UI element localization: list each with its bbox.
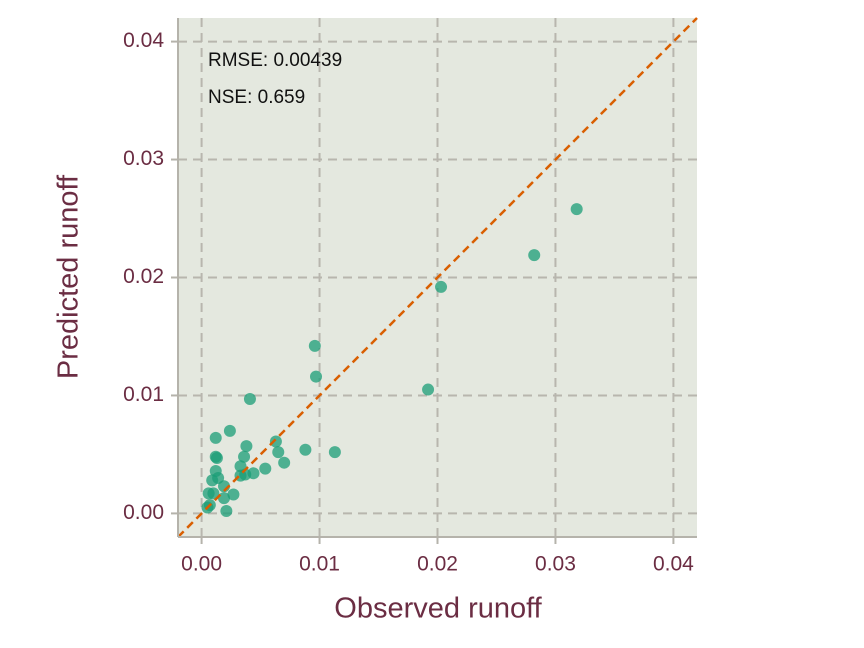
- point: [209, 431, 222, 444]
- marks: [177, 17, 698, 538]
- x-tick-label: 0.02: [417, 553, 458, 576]
- point: [308, 339, 321, 352]
- point: [243, 392, 256, 405]
- x-tick-label: 0.04: [653, 553, 694, 576]
- y-tick-label: 0.01: [123, 383, 164, 406]
- point: [328, 446, 341, 459]
- point: [528, 249, 541, 262]
- point: [299, 443, 312, 456]
- x-axis-label: Observed runoff: [334, 593, 542, 625]
- y-tick-label: 0.03: [123, 147, 164, 170]
- x-tick-label: 0.03: [535, 553, 576, 576]
- x-tick-label: 0.00: [181, 553, 222, 576]
- point: [278, 456, 291, 469]
- identity-line: [177, 17, 698, 538]
- point: [240, 440, 253, 453]
- point: [207, 487, 220, 500]
- y-tick-label: 0.00: [123, 501, 164, 524]
- point: [310, 370, 323, 383]
- point: [227, 488, 240, 501]
- annotation: NSE: 0.659: [208, 87, 305, 108]
- point: [223, 424, 236, 437]
- annotation: RMSE: 0.00439: [208, 50, 342, 71]
- point: [210, 451, 223, 464]
- point: [570, 203, 583, 216]
- y-axis-label: Predicted runoff: [53, 174, 85, 379]
- point: [206, 474, 219, 487]
- point: [220, 505, 233, 518]
- point: [422, 383, 435, 396]
- point: [272, 446, 285, 459]
- point: [238, 450, 251, 463]
- point: [218, 492, 231, 505]
- x-tick-label: 0.01: [299, 553, 340, 576]
- point: [269, 435, 282, 448]
- y-tick-label: 0.02: [123, 265, 164, 288]
- point: [259, 462, 272, 475]
- y-tick-label: 0.04: [123, 29, 164, 52]
- point: [435, 280, 448, 293]
